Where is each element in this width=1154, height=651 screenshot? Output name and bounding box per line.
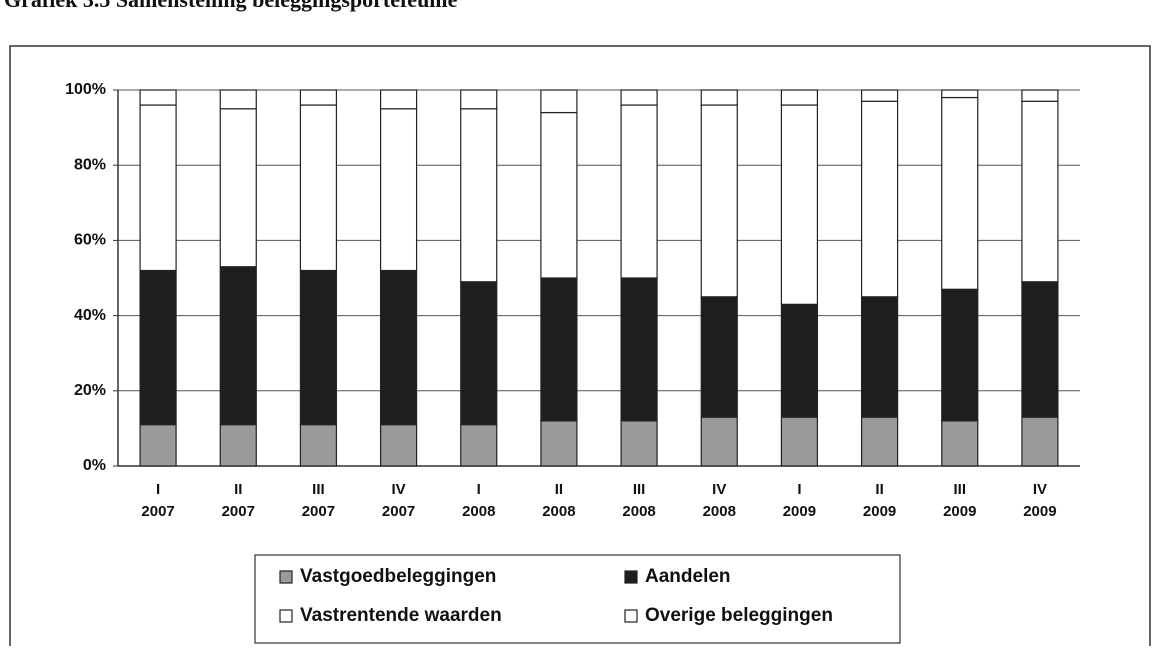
x-tick-label: II — [875, 481, 883, 498]
y-tick-label: 20% — [74, 382, 106, 399]
bar-segment — [540, 89, 578, 114]
x-tick-label: 2007 — [141, 503, 174, 520]
bar-segment — [219, 108, 257, 268]
bar-segment — [700, 89, 738, 106]
bar-segment — [379, 89, 418, 110]
chart-frame — [9, 45, 1151, 651]
bar-segment — [780, 104, 819, 305]
bar-segment — [860, 100, 899, 298]
x-tick-label: 2008 — [622, 503, 655, 520]
legend-label: Aandelen — [645, 566, 731, 587]
x-tick-label: III — [633, 481, 646, 498]
bar-segment — [460, 424, 498, 467]
bar-segment — [780, 303, 819, 418]
bar-segment — [299, 104, 338, 272]
bar-segment — [860, 416, 899, 467]
bar-segment — [860, 296, 899, 418]
bar-segment — [139, 269, 177, 426]
bar-segment — [540, 111, 578, 279]
bar-segment — [620, 89, 658, 106]
bar-segment — [860, 89, 899, 102]
y-tick-label: 80% — [74, 156, 106, 173]
bar-segment — [460, 108, 498, 283]
bar-segment — [460, 89, 498, 110]
bar-segment — [299, 424, 338, 467]
x-tick-label: 2007 — [222, 503, 255, 520]
legend-swatch — [624, 570, 638, 584]
x-tick-label: IV — [391, 481, 405, 498]
bar-segment — [1021, 281, 1059, 418]
bar-segment — [219, 424, 257, 467]
bar-segment — [299, 89, 338, 106]
bar-segment — [219, 266, 257, 426]
bar-segment — [941, 288, 979, 422]
x-tick-label: II — [555, 481, 563, 498]
x-tick-label: 2008 — [703, 503, 736, 520]
bar-segment — [379, 269, 418, 426]
bar-segment — [941, 89, 979, 99]
legend-swatch — [624, 609, 638, 623]
x-tick-label: 2007 — [302, 503, 335, 520]
x-tick-label: IV — [1033, 481, 1047, 498]
bar-segment — [941, 420, 979, 467]
bar-segment — [1021, 100, 1059, 283]
bar-segment — [299, 269, 338, 426]
bar-segment — [780, 89, 819, 106]
bar-segment — [941, 96, 979, 290]
x-tick-label: I — [156, 481, 160, 498]
legend-swatch — [279, 609, 293, 623]
bar-segment — [700, 104, 738, 298]
bar-segment — [460, 281, 498, 426]
bar-segment — [379, 108, 418, 272]
bar-segment — [700, 296, 738, 418]
bar-segment — [620, 420, 658, 467]
bar-segment — [620, 277, 658, 422]
bar-segment — [780, 416, 819, 467]
legend-label: Vastrentende waarden — [300, 605, 502, 626]
bar-segment — [620, 104, 658, 279]
bar-segment — [379, 424, 418, 467]
bar-segment — [540, 420, 578, 467]
bar-segment — [540, 277, 578, 422]
legend-swatch — [279, 570, 293, 584]
x-tick-label: III — [953, 481, 966, 498]
bar-segment — [1021, 416, 1059, 467]
bar-segment — [139, 89, 177, 106]
bar-segment — [139, 424, 177, 467]
x-tick-label: 2009 — [863, 503, 896, 520]
x-tick-label: I — [797, 481, 801, 498]
legend-label: Overige beleggingen — [645, 605, 833, 626]
y-tick-label: 100% — [65, 81, 106, 98]
bar-segment — [139, 104, 177, 272]
x-tick-label: 2008 — [462, 503, 495, 520]
legend-label: Vastgoedbeleggingen — [300, 566, 496, 587]
x-tick-label: IV — [712, 481, 726, 498]
bar-segment — [219, 89, 257, 110]
bar-segment — [700, 416, 738, 467]
x-tick-label: 2008 — [542, 503, 575, 520]
y-tick-label: 0% — [83, 457, 106, 474]
x-tick-label: III — [312, 481, 325, 498]
x-tick-label: 2009 — [1023, 503, 1056, 520]
y-tick-label: 40% — [74, 307, 106, 324]
x-tick-label: I — [477, 481, 481, 498]
chart-title: Grafiek 3.5 Samenstelling beleggingsport… — [4, 0, 458, 12]
x-tick-label: 2007 — [382, 503, 415, 520]
bar-segment — [1021, 89, 1059, 102]
x-tick-label: 2009 — [783, 503, 816, 520]
y-tick-label: 60% — [74, 232, 106, 249]
x-tick-label: 2009 — [943, 503, 976, 520]
x-tick-label: II — [234, 481, 242, 498]
legend-box — [254, 554, 901, 644]
